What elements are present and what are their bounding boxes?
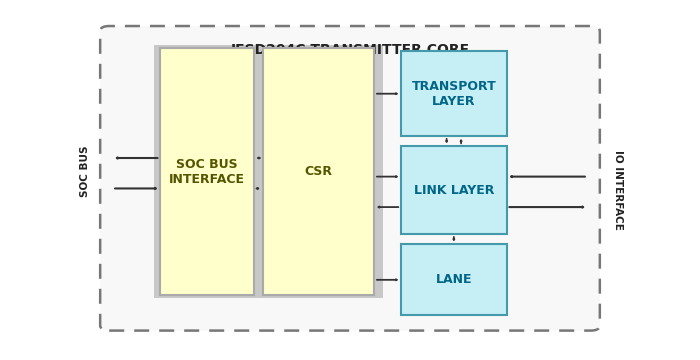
Bar: [401, 51, 507, 136]
Text: SOC BUS: SOC BUS: [80, 146, 90, 197]
Text: SOC BUS
INTERFACE: SOC BUS INTERFACE: [169, 158, 245, 185]
FancyBboxPatch shape: [100, 26, 600, 330]
Bar: [155, 45, 383, 298]
Text: JESD204C TRANSMITTER CORE: JESD204C TRANSMITTER CORE: [230, 43, 470, 57]
Text: IO INTERFACE: IO INTERFACE: [613, 150, 623, 230]
Text: LANE: LANE: [435, 273, 472, 286]
Bar: [401, 244, 507, 315]
Bar: [262, 48, 374, 295]
Text: CSR: CSR: [304, 165, 332, 178]
Text: TRANSPORT
LAYER: TRANSPORT LAYER: [412, 80, 496, 108]
Bar: [401, 146, 507, 234]
Bar: [160, 48, 253, 295]
Text: LINK LAYER: LINK LAYER: [414, 184, 494, 197]
